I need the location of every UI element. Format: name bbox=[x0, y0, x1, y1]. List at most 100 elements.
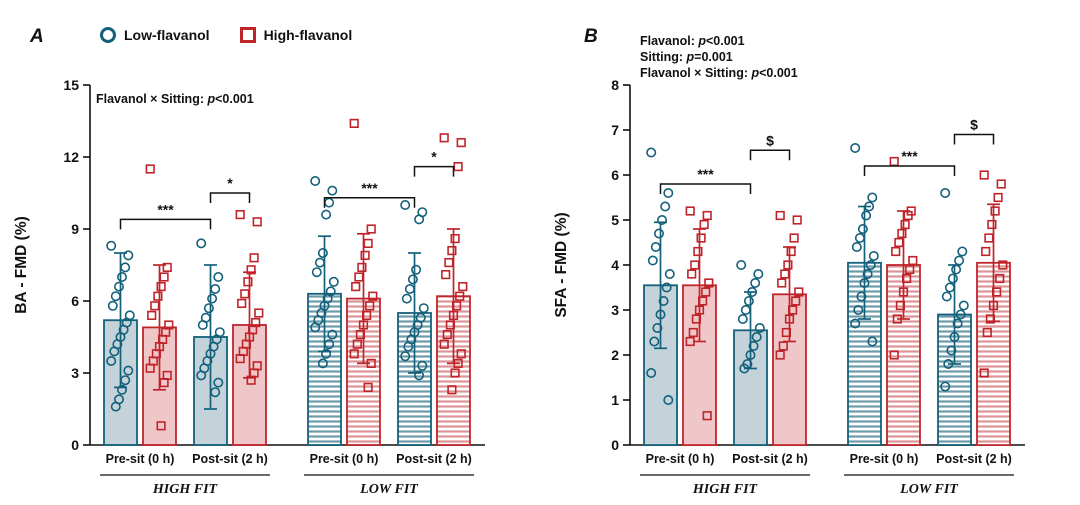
significance-bracket bbox=[749, 149, 791, 161]
scatter-circle bbox=[745, 349, 756, 360]
legend-item-low-flavanol: Low-flavanol bbox=[100, 27, 210, 43]
significance-label: *** bbox=[697, 166, 714, 182]
significance-label: *** bbox=[157, 201, 174, 217]
stats-annotation: Flavanol × Sitting: p<0.001 bbox=[96, 92, 254, 106]
scatter-circle bbox=[109, 346, 120, 357]
scatter-square bbox=[249, 253, 259, 263]
scatter-square bbox=[702, 210, 712, 221]
scatter-square bbox=[688, 327, 698, 338]
scatter-square bbox=[147, 310, 157, 321]
scatter-square bbox=[159, 272, 169, 282]
data-points bbox=[349, 118, 378, 393]
scatter-circle bbox=[401, 293, 412, 304]
legend-label-high: High-flavanol bbox=[263, 27, 353, 43]
scatter-circle bbox=[403, 341, 414, 352]
scatter-circle bbox=[740, 304, 751, 315]
y-tick-label: 9 bbox=[71, 221, 79, 237]
scatter-square bbox=[685, 206, 695, 216]
scatter-square bbox=[704, 278, 714, 288]
scatter-circle bbox=[213, 271, 224, 282]
scatter-circle bbox=[850, 318, 861, 329]
scatter-circle bbox=[946, 345, 957, 356]
scatter-square bbox=[246, 375, 256, 385]
scatter-circle bbox=[957, 246, 968, 257]
scatter-square bbox=[145, 363, 155, 373]
scatter-square bbox=[448, 310, 459, 321]
scatter-circle bbox=[310, 176, 321, 187]
scatter-circle bbox=[120, 375, 131, 386]
scatter-circle bbox=[203, 303, 214, 314]
scatter-circle bbox=[657, 215, 668, 226]
scatter-square bbox=[988, 300, 999, 311]
scatter-circle bbox=[663, 394, 674, 405]
data-points bbox=[310, 176, 339, 369]
scatter-square bbox=[442, 329, 452, 340]
scatter-square bbox=[450, 234, 460, 244]
scatter-square bbox=[439, 339, 449, 349]
scatter-square bbox=[982, 327, 992, 338]
significance-label: *** bbox=[361, 180, 378, 196]
scatter-square bbox=[450, 368, 460, 378]
scatter-square bbox=[985, 314, 996, 324]
scatter-circle bbox=[196, 238, 207, 249]
scatter-square bbox=[153, 291, 163, 301]
scatter-square bbox=[786, 246, 796, 257]
y-tick-label: 2 bbox=[611, 347, 619, 363]
scatter-square bbox=[451, 301, 462, 311]
scatter-square bbox=[895, 300, 906, 311]
scatter-square bbox=[898, 287, 909, 297]
scatter-square bbox=[891, 246, 901, 257]
scatter-square bbox=[775, 350, 785, 360]
scatter-circle bbox=[943, 358, 954, 369]
y-tick-label: 12 bbox=[63, 149, 79, 165]
scatter-square bbox=[903, 210, 913, 221]
significance-label: $ bbox=[970, 117, 978, 133]
scatter-square bbox=[354, 272, 364, 282]
scatter-square bbox=[990, 206, 1000, 216]
scatter-circle bbox=[958, 300, 969, 311]
scatter-circle bbox=[652, 322, 663, 333]
scatter-circle bbox=[944, 282, 955, 293]
scatter-square bbox=[894, 237, 904, 248]
scatter-circle bbox=[850, 143, 861, 154]
scatter-square bbox=[366, 358, 376, 369]
scatter-square bbox=[693, 246, 703, 257]
scatter-square bbox=[690, 260, 700, 270]
scatter-square bbox=[979, 170, 989, 180]
scatter-circle bbox=[317, 248, 328, 259]
scatter-circle bbox=[952, 318, 963, 329]
scatter-circle bbox=[854, 233, 865, 244]
scatter-circle bbox=[862, 268, 873, 279]
scatter-square bbox=[246, 265, 256, 275]
scatter-square bbox=[900, 219, 910, 230]
scatter-circle bbox=[210, 283, 221, 294]
scatter-square bbox=[235, 210, 245, 220]
scatter-circle bbox=[851, 242, 862, 253]
scatter-square bbox=[156, 421, 166, 431]
scatter-square bbox=[984, 233, 994, 243]
y-tick-label: 8 bbox=[611, 77, 619, 93]
data-points bbox=[979, 170, 1008, 378]
scatter-square bbox=[687, 269, 697, 279]
scatter-circle bbox=[867, 336, 878, 347]
group-label: LOW FIT bbox=[899, 482, 959, 497]
data-points bbox=[400, 200, 429, 381]
scatter-circle bbox=[123, 250, 134, 261]
scatter-square bbox=[456, 349, 466, 359]
low-flavanol-marker-icon bbox=[100, 27, 116, 43]
data-points bbox=[646, 147, 675, 405]
scatter-circle bbox=[414, 370, 425, 381]
y-tick-label: 7 bbox=[611, 122, 619, 138]
scatter-square bbox=[897, 228, 907, 239]
scatter-circle bbox=[864, 201, 875, 212]
scatter-circle bbox=[747, 286, 758, 297]
scatter-square bbox=[447, 246, 457, 256]
significance-bracket bbox=[323, 197, 416, 208]
scatter-circle bbox=[210, 387, 221, 398]
scatter-circle bbox=[739, 363, 750, 374]
scatter-square bbox=[998, 260, 1008, 270]
scatter-square bbox=[352, 339, 362, 349]
x-category-label: Pre-sit (0 h) bbox=[646, 452, 715, 466]
scatter-square bbox=[366, 224, 376, 234]
